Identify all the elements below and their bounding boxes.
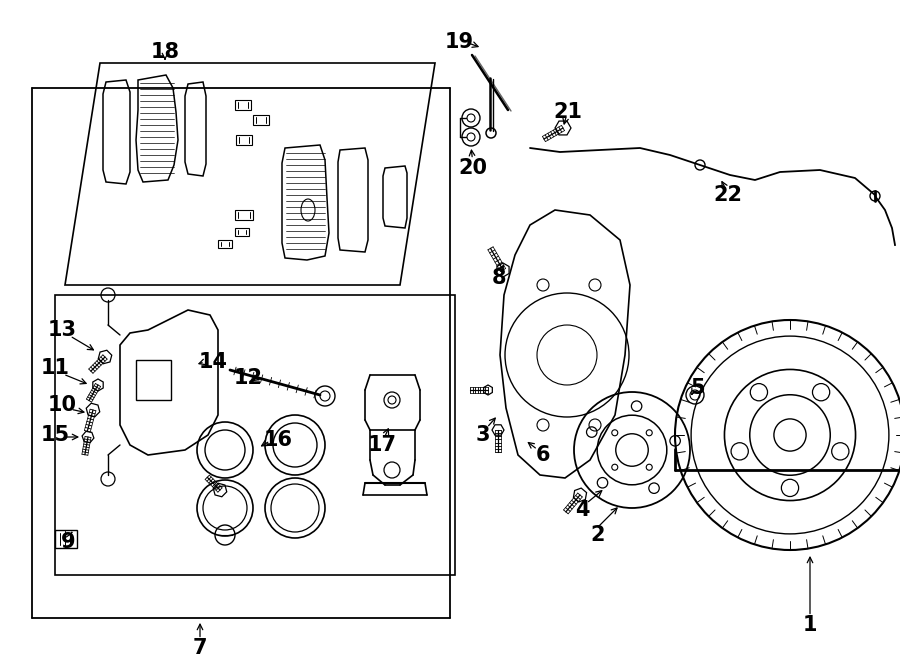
Text: 18: 18 — [150, 42, 179, 62]
Text: 12: 12 — [233, 368, 263, 388]
Text: 5: 5 — [690, 378, 706, 398]
Text: 9: 9 — [60, 532, 76, 552]
Text: 21: 21 — [554, 102, 582, 122]
Text: 6: 6 — [536, 445, 550, 465]
Text: 14: 14 — [199, 352, 228, 372]
Text: 1: 1 — [803, 615, 817, 635]
Text: 19: 19 — [445, 32, 473, 52]
Text: 22: 22 — [714, 185, 742, 205]
Text: 8: 8 — [491, 268, 506, 288]
Text: 15: 15 — [40, 425, 69, 445]
Text: 4: 4 — [575, 500, 590, 520]
Bar — [55, 530, 77, 548]
Text: 7: 7 — [193, 638, 207, 658]
Text: 16: 16 — [264, 430, 292, 450]
Text: 17: 17 — [367, 435, 397, 455]
Text: 3: 3 — [476, 425, 491, 445]
Text: 11: 11 — [40, 358, 69, 378]
Text: 13: 13 — [48, 320, 76, 340]
Text: 10: 10 — [48, 395, 76, 415]
Text: 20: 20 — [458, 158, 488, 178]
Text: 2: 2 — [590, 525, 605, 545]
Bar — [136, 360, 171, 400]
